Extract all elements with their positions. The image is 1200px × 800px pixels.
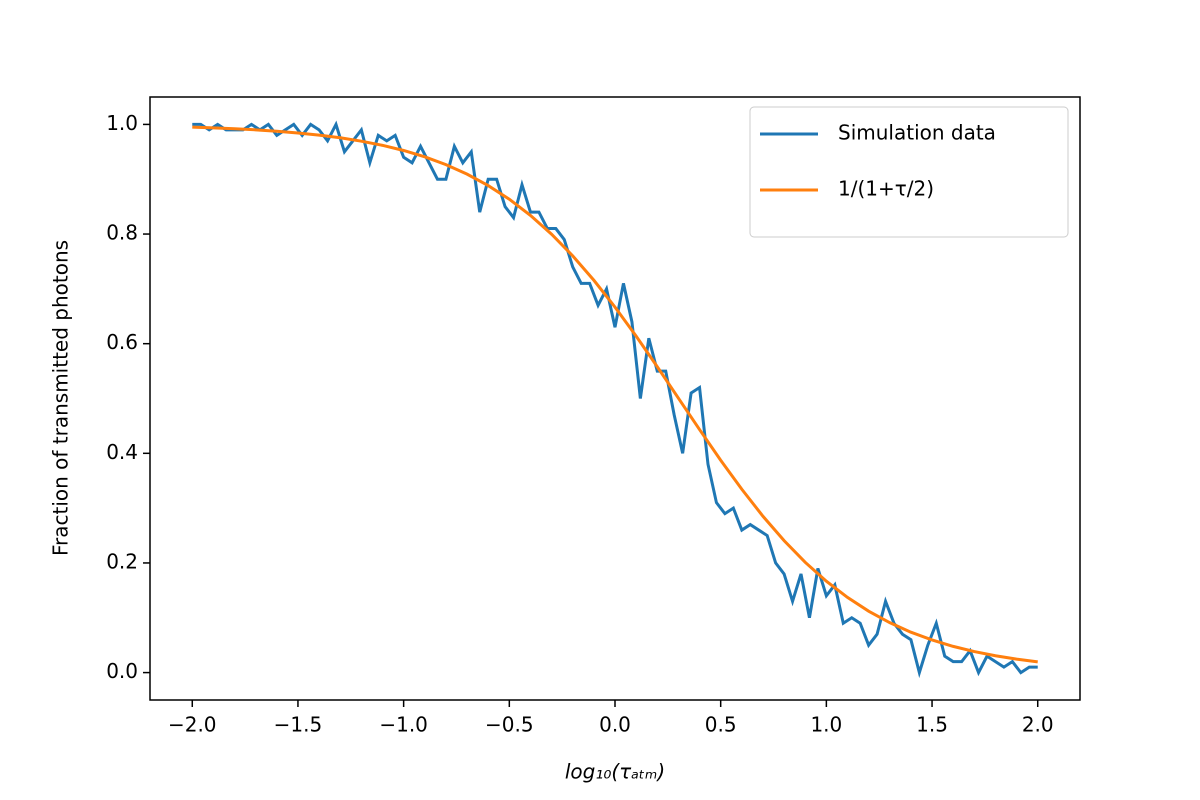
x-tick-label: 2.0 bbox=[1022, 713, 1054, 737]
y-tick-label: 0.2 bbox=[106, 549, 138, 573]
x-axis-label: log₁₀(τₐₜₘ) bbox=[565, 760, 665, 784]
x-tick-label: 1.5 bbox=[916, 713, 948, 737]
x-tick-label: −1.5 bbox=[274, 713, 323, 737]
y-tick-label: 1.0 bbox=[106, 111, 138, 135]
y-axis-label: Fraction of transmitted photons bbox=[49, 240, 73, 556]
x-tick-label: −0.5 bbox=[485, 713, 534, 737]
series-line bbox=[192, 125, 1038, 664]
y-tick-label: 0.4 bbox=[106, 440, 138, 464]
legend-label: Simulation data bbox=[838, 121, 996, 145]
legend-box bbox=[749, 106, 1069, 238]
x-tick-label: 1.0 bbox=[810, 713, 842, 737]
x-tick-label: 0.0 bbox=[599, 713, 631, 737]
y-tick-label: 0.6 bbox=[106, 330, 138, 354]
legend-label: 1/(1+τ/2) bbox=[838, 177, 934, 201]
x-tick-label: 0.5 bbox=[705, 713, 737, 737]
x-tick-label: −2.0 bbox=[168, 713, 217, 737]
y-tick-label: 0.0 bbox=[106, 659, 138, 683]
y-tick-label: 0.8 bbox=[106, 221, 138, 245]
x-tick-label: −1.0 bbox=[379, 713, 428, 737]
